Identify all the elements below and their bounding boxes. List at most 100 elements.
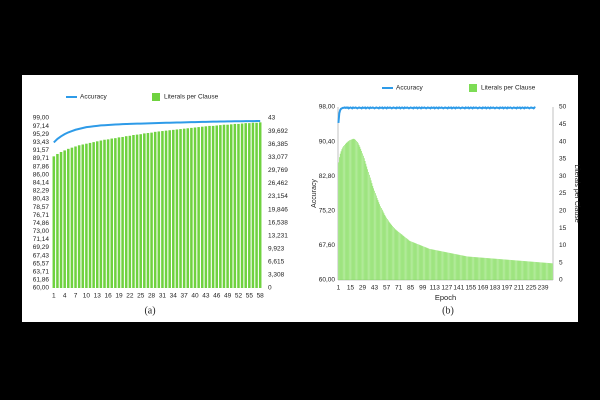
bar [128, 135, 132, 288]
bar [455, 254, 457, 280]
bar [487, 258, 489, 280]
bar [464, 255, 466, 280]
bar [475, 257, 477, 280]
bar [439, 250, 441, 280]
y2-tick-label: 5 [559, 259, 563, 266]
accuracy-line [53, 120, 261, 144]
bar [486, 258, 488, 280]
bar [222, 124, 226, 288]
bar [233, 123, 237, 288]
bar [543, 262, 545, 280]
bar [432, 249, 434, 280]
y2-axis-label: Literals per Clause [573, 164, 580, 222]
bar [505, 259, 507, 280]
bar [544, 262, 546, 280]
bar [470, 256, 472, 280]
bar [412, 242, 414, 280]
bar [360, 148, 362, 280]
bar [427, 248, 429, 280]
bar [168, 130, 171, 288]
bar [539, 262, 540, 280]
bar [524, 261, 526, 280]
bar [248, 123, 251, 289]
bar [182, 128, 186, 288]
x-tick-label: 10 [83, 293, 91, 300]
bar [433, 249, 435, 280]
bar [454, 253, 455, 280]
y-tick-label: 98,00 [319, 104, 336, 111]
bar [421, 245, 423, 280]
legend-swatch [152, 93, 160, 101]
bar [416, 243, 417, 280]
bar [348, 140, 350, 280]
bar [369, 174, 370, 280]
bar [52, 156, 56, 288]
bar [81, 144, 85, 288]
bar [501, 259, 503, 280]
bar [517, 260, 518, 280]
bar [359, 146, 361, 280]
y-tick-label: 69,29 [33, 244, 50, 251]
bar [343, 146, 344, 280]
bar [547, 262, 548, 280]
bar [396, 230, 398, 280]
bar [451, 253, 453, 280]
bar [483, 257, 485, 280]
bar [350, 139, 351, 280]
bar [465, 256, 467, 280]
bar [461, 255, 462, 280]
bar [455, 254, 456, 280]
bar [479, 257, 480, 280]
bar [399, 232, 400, 280]
bar [381, 208, 382, 280]
y-tick-label: 89,71 [33, 155, 50, 162]
y-tick-label: 71,14 [33, 236, 50, 243]
x-tick-label: 25 [137, 293, 145, 300]
bar [56, 153, 59, 288]
bar [441, 251, 442, 280]
y2-tick-label: 20 [559, 208, 567, 215]
y2-tick-label: 36,385 [268, 141, 288, 148]
legend-label: Accuracy [80, 94, 107, 101]
bar [255, 122, 258, 288]
bar [215, 125, 219, 288]
bar [369, 177, 371, 280]
bar [542, 262, 544, 280]
x-tick-label: 169 [477, 285, 488, 292]
bar [489, 258, 491, 280]
x-tick-label: 127 [441, 285, 452, 292]
bar [424, 247, 426, 280]
bar [550, 263, 552, 280]
bar [535, 261, 536, 280]
bar [508, 259, 510, 280]
bar [516, 260, 517, 280]
y-tick-label: 75,20 [319, 208, 336, 215]
x-tick-label: 37 [181, 293, 189, 300]
bar [506, 259, 508, 280]
y2-tick-label: 19,846 [268, 206, 288, 213]
bar [469, 256, 471, 280]
bar [394, 228, 395, 280]
y-tick-label: 67,43 [33, 252, 50, 259]
bar [400, 233, 401, 280]
bar [518, 260, 520, 280]
bar [503, 259, 504, 280]
bar [411, 241, 412, 280]
bar [477, 257, 479, 280]
bar [361, 150, 362, 280]
bar [480, 257, 482, 280]
accuracy-line [337, 106, 536, 124]
y-tick-label: 67,60 [319, 242, 336, 249]
y-tick-label: 82,80 [319, 173, 336, 180]
bar [405, 237, 406, 280]
bar [463, 255, 465, 280]
bar [466, 256, 467, 280]
bar [381, 209, 383, 280]
bar [374, 190, 375, 280]
bar [519, 260, 521, 280]
bar [135, 134, 139, 288]
x-tick-label: 55 [246, 293, 254, 300]
bar [527, 261, 528, 280]
bar [476, 257, 478, 280]
bar [471, 256, 473, 280]
